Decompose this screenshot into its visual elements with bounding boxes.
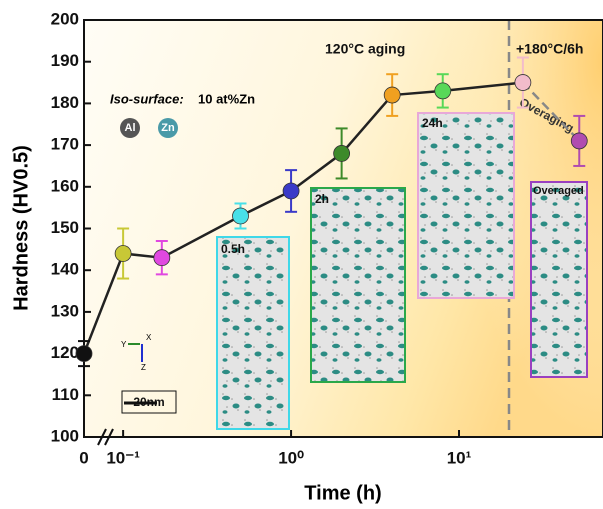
annotation: Zn [161, 122, 175, 134]
point [282, 182, 300, 200]
x-tick-label: 10¹ [447, 448, 472, 467]
inset-box [530, 181, 588, 378]
y-tick-label: 170 [51, 135, 79, 154]
inset-label: Overaged [533, 185, 584, 197]
inset-box [216, 236, 290, 430]
scale-label: 20nm [133, 395, 164, 409]
point [232, 207, 249, 225]
axis-glyph-label: Y [121, 340, 127, 349]
y-tick-label: 150 [51, 218, 79, 237]
connector [340, 94, 394, 155]
point [75, 345, 93, 363]
y-axis-title: Hardness (HV0.5) [10, 145, 32, 311]
y-tick-label: 110 [52, 385, 79, 404]
point [570, 132, 588, 150]
y-tick-label: 180 [51, 93, 79, 112]
annotation: Iso-surface: [110, 91, 184, 106]
al-icon [120, 118, 140, 138]
axis-glyph-label: Z [141, 363, 146, 372]
connector [82, 253, 125, 355]
point [153, 249, 171, 267]
inset-label: 24h [422, 116, 443, 130]
zn-icon [158, 118, 178, 138]
y-tick-label: 160 [51, 176, 79, 195]
annotation: 10 at%Zn [198, 91, 255, 106]
axis-break [97, 428, 107, 446]
y-tick-label: 120 [51, 343, 79, 362]
annotation: 120°C aging [325, 41, 405, 57]
axis-glyph-label: X [146, 333, 152, 342]
point [383, 86, 401, 104]
connector [239, 189, 292, 218]
x-tick-label: 10⁰ [278, 448, 304, 467]
axis-break [104, 428, 114, 446]
y-tick-label: 200 [51, 9, 79, 28]
connector [392, 89, 443, 97]
point [514, 74, 532, 91]
y-tick-label: 100 [51, 426, 79, 445]
connector [442, 81, 523, 93]
point [114, 245, 132, 262]
connector [290, 152, 343, 192]
annotation: +180°C/6h [516, 41, 583, 57]
x-axis-title: Time (h) [304, 482, 381, 504]
inset-box [417, 112, 515, 299]
x-tick-label: 10⁻¹ [106, 448, 140, 467]
inset-label: 2h [315, 192, 329, 206]
y-tick-label: 130 [51, 301, 79, 320]
annotation: Al [125, 122, 136, 134]
x-tick-label: 0 [79, 448, 88, 467]
inset-label: 0.5h [221, 242, 245, 256]
connector [161, 214, 242, 259]
point [434, 82, 452, 100]
inset-box [310, 187, 406, 383]
insets [216, 112, 588, 430]
point [333, 145, 351, 162]
scale-box [121, 390, 177, 414]
y-tick-label: 140 [51, 260, 79, 279]
y-tick-label: 190 [51, 51, 79, 70]
